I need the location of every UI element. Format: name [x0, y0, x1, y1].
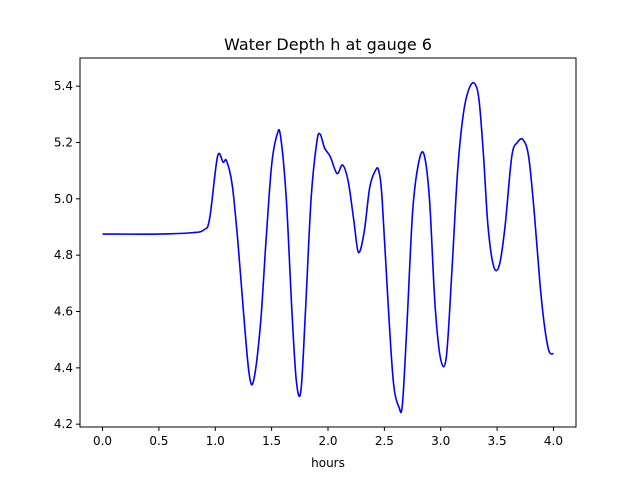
x-tick-label: 0.5	[149, 434, 168, 448]
y-tick-label: 4.4	[54, 361, 73, 375]
plot-area	[80, 58, 576, 427]
x-axis-label: hours	[311, 456, 345, 470]
y-tick-label: 4.6	[54, 305, 73, 319]
y-tick-label: 5.4	[54, 79, 73, 93]
chart-title: Water Depth h at gauge 6	[224, 35, 432, 54]
x-tick-label: 2.5	[375, 434, 394, 448]
x-tick-label: 1.5	[262, 434, 281, 448]
y-tick-label: 4.2	[54, 417, 73, 431]
x-tick-label: 3.5	[488, 434, 507, 448]
series-line	[102, 81, 554, 414]
y-tick-label: 4.8	[54, 248, 73, 262]
y-tick-label: 5.0	[54, 192, 73, 206]
x-tick-label: 1.0	[206, 434, 225, 448]
x-tick-label: 3.0	[431, 434, 450, 448]
x-tick-label: 2.0	[318, 434, 337, 448]
plot-frame	[79, 57, 577, 428]
y-tick-label: 5.2	[54, 136, 73, 150]
x-tick-label: 0.0	[93, 434, 112, 448]
x-tick-label: 4.0	[544, 434, 563, 448]
